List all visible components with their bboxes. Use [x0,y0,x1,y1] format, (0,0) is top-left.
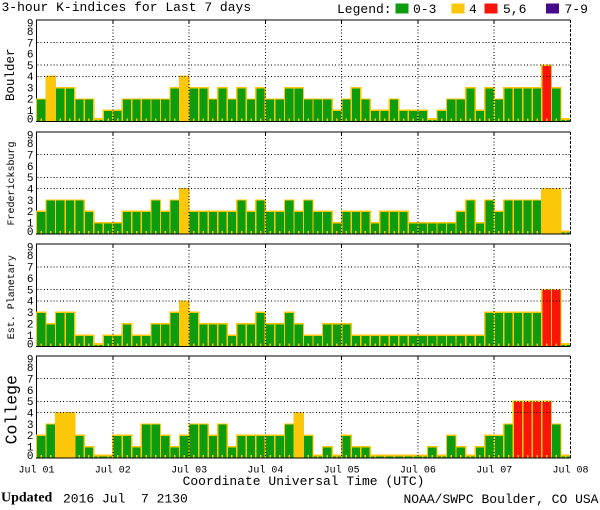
svg-text:3: 3 [27,308,34,320]
svg-text:6: 6 [27,274,34,286]
svg-text:3: 3 [27,196,34,208]
svg-text:3: 3 [27,420,34,432]
svg-text:3-hour K-indices for Last 7 da: 3-hour K-indices for Last 7 days [2,0,252,15]
svg-text:1: 1 [27,331,34,343]
svg-text:4: 4 [27,184,34,196]
svg-text:3: 3 [27,83,34,95]
svg-text:5: 5 [27,173,34,185]
svg-text:2: 2 [27,95,34,107]
svg-text:2: 2 [27,207,34,219]
svg-text:4: 4 [27,72,34,84]
svg-text:0: 0 [27,339,34,351]
svg-text:0: 0 [27,227,34,239]
svg-text:0: 0 [27,114,34,126]
svg-text:Jul 05: Jul 05 [324,465,360,477]
svg-text:Legend:: Legend: [337,2,392,17]
svg-text:6: 6 [27,386,34,398]
svg-text:2: 2 [27,320,34,332]
svg-text:1: 1 [27,106,34,118]
svg-text:1: 1 [27,218,34,230]
svg-text:9: 9 [27,19,34,31]
svg-text:Jul 07: Jul 07 [476,465,512,477]
svg-text:7: 7 [27,263,34,275]
svg-text:Fredericksburg: Fredericksburg [6,141,18,225]
svg-text:Coordinate Universal Time (UTC: Coordinate Universal Time (UTC) [183,474,425,489]
svg-text:5: 5 [27,61,34,73]
svg-text:8: 8 [27,27,34,39]
svg-text:6: 6 [27,162,34,174]
svg-text:7: 7 [27,374,34,386]
svg-text:8: 8 [27,251,34,263]
svg-text:4: 4 [27,408,34,420]
svg-text:1: 1 [27,442,34,454]
svg-text:Est. Planetary: Est. Planetary [6,255,18,339]
svg-text:0: 0 [27,451,34,463]
svg-text:4: 4 [27,297,34,309]
svg-text:7: 7 [27,38,34,50]
svg-text:Updated: Updated [1,491,53,506]
svg-text:5: 5 [27,285,34,297]
svg-text:Jul 03: Jul 03 [171,465,207,477]
svg-text:9: 9 [27,243,34,255]
svg-text:Jul 02: Jul 02 [95,465,131,477]
svg-text:7: 7 [27,150,34,162]
svg-text:Jul 01: Jul 01 [18,465,54,477]
svg-text:5,6: 5,6 [503,2,526,17]
svg-text:2016 Jul 7 2130: 2016 Jul 7 2130 [63,492,188,507]
svg-text:8: 8 [27,139,34,151]
svg-text:NOAA/SWPC Boulder, CO USA: NOAA/SWPC Boulder, CO USA [403,492,598,507]
svg-text:8: 8 [27,363,34,375]
svg-text:Jul 06: Jul 06 [400,465,436,477]
svg-text:Jul 08: Jul 08 [552,465,588,477]
svg-text:9: 9 [27,131,34,143]
svg-text:College: College [3,375,22,444]
svg-text:9: 9 [27,355,34,367]
svg-text:4: 4 [469,2,477,17]
svg-text:Boulder: Boulder [4,49,18,102]
svg-text:5: 5 [27,397,34,409]
svg-text:7-9: 7-9 [565,2,588,17]
svg-text:Jul 04: Jul 04 [247,465,283,477]
svg-text:2: 2 [27,431,34,443]
svg-text:6: 6 [27,50,34,62]
svg-text:0-3: 0-3 [413,2,436,17]
